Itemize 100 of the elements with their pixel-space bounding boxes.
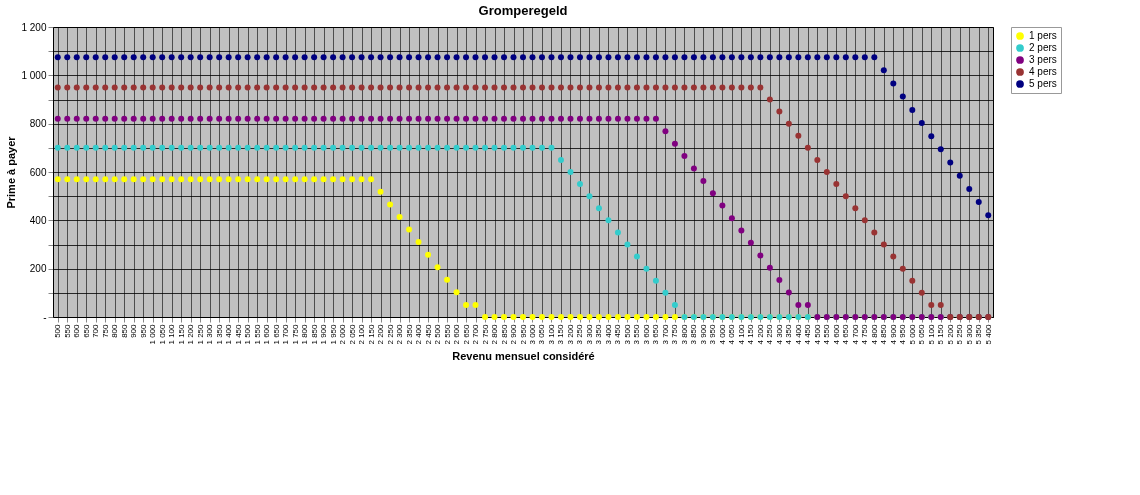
x-tick-label: 4 450 (803, 323, 813, 345)
x-tick-label: 800 (110, 323, 120, 338)
x-tick-label: 600 (72, 323, 82, 338)
x-tick-label: 4 000 (717, 323, 727, 345)
y-tick-label: 1 200 (21, 21, 47, 33)
x-tick-label: 3 900 (698, 323, 708, 345)
legend-label: 3 pers (1029, 54, 1057, 65)
x-tick-label: 2 150 (366, 323, 376, 345)
x-tick-label: 2 100 (357, 323, 367, 345)
x-tick-label: 1 400 (224, 323, 234, 345)
x-tick-label: 4 500 (812, 323, 822, 345)
x-tick-label: 1 600 (262, 323, 272, 345)
x-tick-label: 2 250 (385, 323, 395, 345)
x-tick-label: 3 000 (527, 323, 537, 345)
x-tick-label: 2 650 (461, 323, 471, 345)
x-tick-label: 2 450 (423, 323, 433, 345)
x-tick-label: 4 600 (831, 323, 841, 345)
x-tick-label: 1 200 (186, 323, 196, 345)
x-tick-label: 3 500 (622, 323, 632, 345)
x-tick-label: 3 150 (556, 323, 566, 345)
x-tick-label: 3 950 (708, 323, 718, 345)
x-tick-label: 2 700 (471, 323, 481, 345)
x-tick-label: 4 750 (860, 323, 870, 345)
chart-title: Gromperegeld (478, 3, 568, 18)
x-tick-label: 1 650 (271, 323, 281, 345)
x-tick-label: 4 400 (793, 323, 803, 345)
x-tick-label: 4 700 (850, 323, 860, 345)
x-tick-label: 500 (53, 323, 63, 338)
x-tick-label: 5 350 (974, 323, 984, 345)
x-tick-label: 3 300 (584, 323, 594, 345)
x-tick-label: 3 100 (546, 323, 556, 345)
x-tick-label: 1 050 (157, 323, 167, 345)
x-tick-label: 2 050 (347, 323, 357, 345)
x-tick-label: 900 (129, 323, 139, 338)
x-tick-label: 1 900 (319, 323, 329, 345)
x-tick-label: 1 000 (148, 323, 158, 345)
x-tick-label: 4 250 (765, 323, 775, 345)
y-tick-label: 600 (29, 166, 47, 178)
x-tick-label: 4 850 (879, 323, 889, 345)
x-tick-label: 700 (91, 323, 101, 338)
x-tick-label: 3 350 (594, 323, 604, 345)
x-tick-label: 3 850 (689, 323, 699, 345)
x-tick-label: 2 600 (452, 323, 462, 345)
x-tick-label: 4 650 (841, 323, 851, 345)
x-tick-label: 4 050 (727, 323, 737, 345)
x-tick-label: 4 300 (774, 323, 784, 345)
y-axis-title: Prime à payer (5, 135, 18, 209)
x-tick-label: 1 950 (328, 323, 338, 345)
x-tick-label: 4 800 (869, 323, 879, 345)
x-tick-label: 3 700 (660, 323, 670, 345)
x-tick-label: 3 650 (651, 323, 661, 345)
legend-label: 1 pers (1029, 30, 1057, 41)
x-tick-label: 3 600 (641, 323, 651, 345)
x-tick-label: 3 200 (565, 323, 575, 345)
legend-label: 2 pers (1029, 42, 1057, 53)
x-tick-label: 1 750 (290, 323, 300, 345)
x-tick-label: 1 850 (309, 323, 319, 345)
x-tick-label: 1 450 (233, 323, 243, 345)
y-tick-label: 1 000 (21, 69, 47, 81)
x-tick-label: 1 350 (214, 323, 224, 345)
x-tick-label: 5 000 (907, 323, 917, 345)
x-tick-label: 2 200 (376, 323, 386, 345)
x-tick-label: 4 900 (888, 323, 898, 345)
x-tick-label: 2 950 (518, 323, 528, 345)
x-tick-label: 5 050 (917, 323, 927, 345)
x-tick-label: 1 500 (243, 323, 253, 345)
x-tick-label: 3 450 (613, 323, 623, 345)
y-tick-label: 400 (29, 214, 47, 226)
x-tick-label: 4 150 (746, 323, 756, 345)
x-tick-label: 3 050 (537, 323, 547, 345)
x-tick-label: 550 (62, 323, 72, 338)
x-tick-label: 2 900 (509, 323, 519, 345)
x-tick-label: 1 550 (252, 323, 262, 345)
x-tick-label: 1 300 (205, 323, 215, 345)
x-tick-label: 3 250 (575, 323, 585, 345)
x-tick-label: 5 150 (936, 323, 946, 345)
x-tick-label: 2 800 (490, 323, 500, 345)
x-tick-label: 3 550 (632, 323, 642, 345)
x-tick-label: 650 (81, 323, 91, 338)
legend-label: 4 pers (1029, 66, 1057, 77)
x-tick-label: 2 400 (414, 323, 424, 345)
x-tick-label: 5 300 (964, 323, 974, 345)
x-tick-label: 850 (119, 323, 129, 338)
y-tick-label: 200 (29, 263, 47, 275)
x-tick-label: 1 700 (281, 323, 291, 345)
legend-label: 5 pers (1029, 78, 1057, 89)
x-tick-label: 5 400 (983, 323, 993, 345)
x-tick-label: 3 750 (670, 323, 680, 345)
x-tick-label: 2 350 (404, 323, 414, 345)
x-tick-label: 3 400 (603, 323, 613, 345)
x-tick-label: 3 800 (679, 323, 689, 345)
x-tick-label: 750 (100, 323, 110, 338)
x-tick-label: 2 300 (395, 323, 405, 345)
x-tick-label: 4 550 (822, 323, 832, 345)
x-tick-label: 5 200 (945, 323, 955, 345)
x-tick-label: 4 950 (898, 323, 908, 345)
x-tick-label: 4 350 (784, 323, 794, 345)
y-tick-label: 800 (29, 118, 47, 130)
x-tick-label: 2 500 (433, 323, 443, 345)
x-tick-label: 950 (138, 323, 148, 338)
